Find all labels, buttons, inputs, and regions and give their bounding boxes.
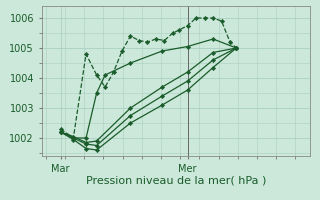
X-axis label: Pression niveau de la mer( hPa ): Pression niveau de la mer( hPa ) xyxy=(86,175,266,185)
